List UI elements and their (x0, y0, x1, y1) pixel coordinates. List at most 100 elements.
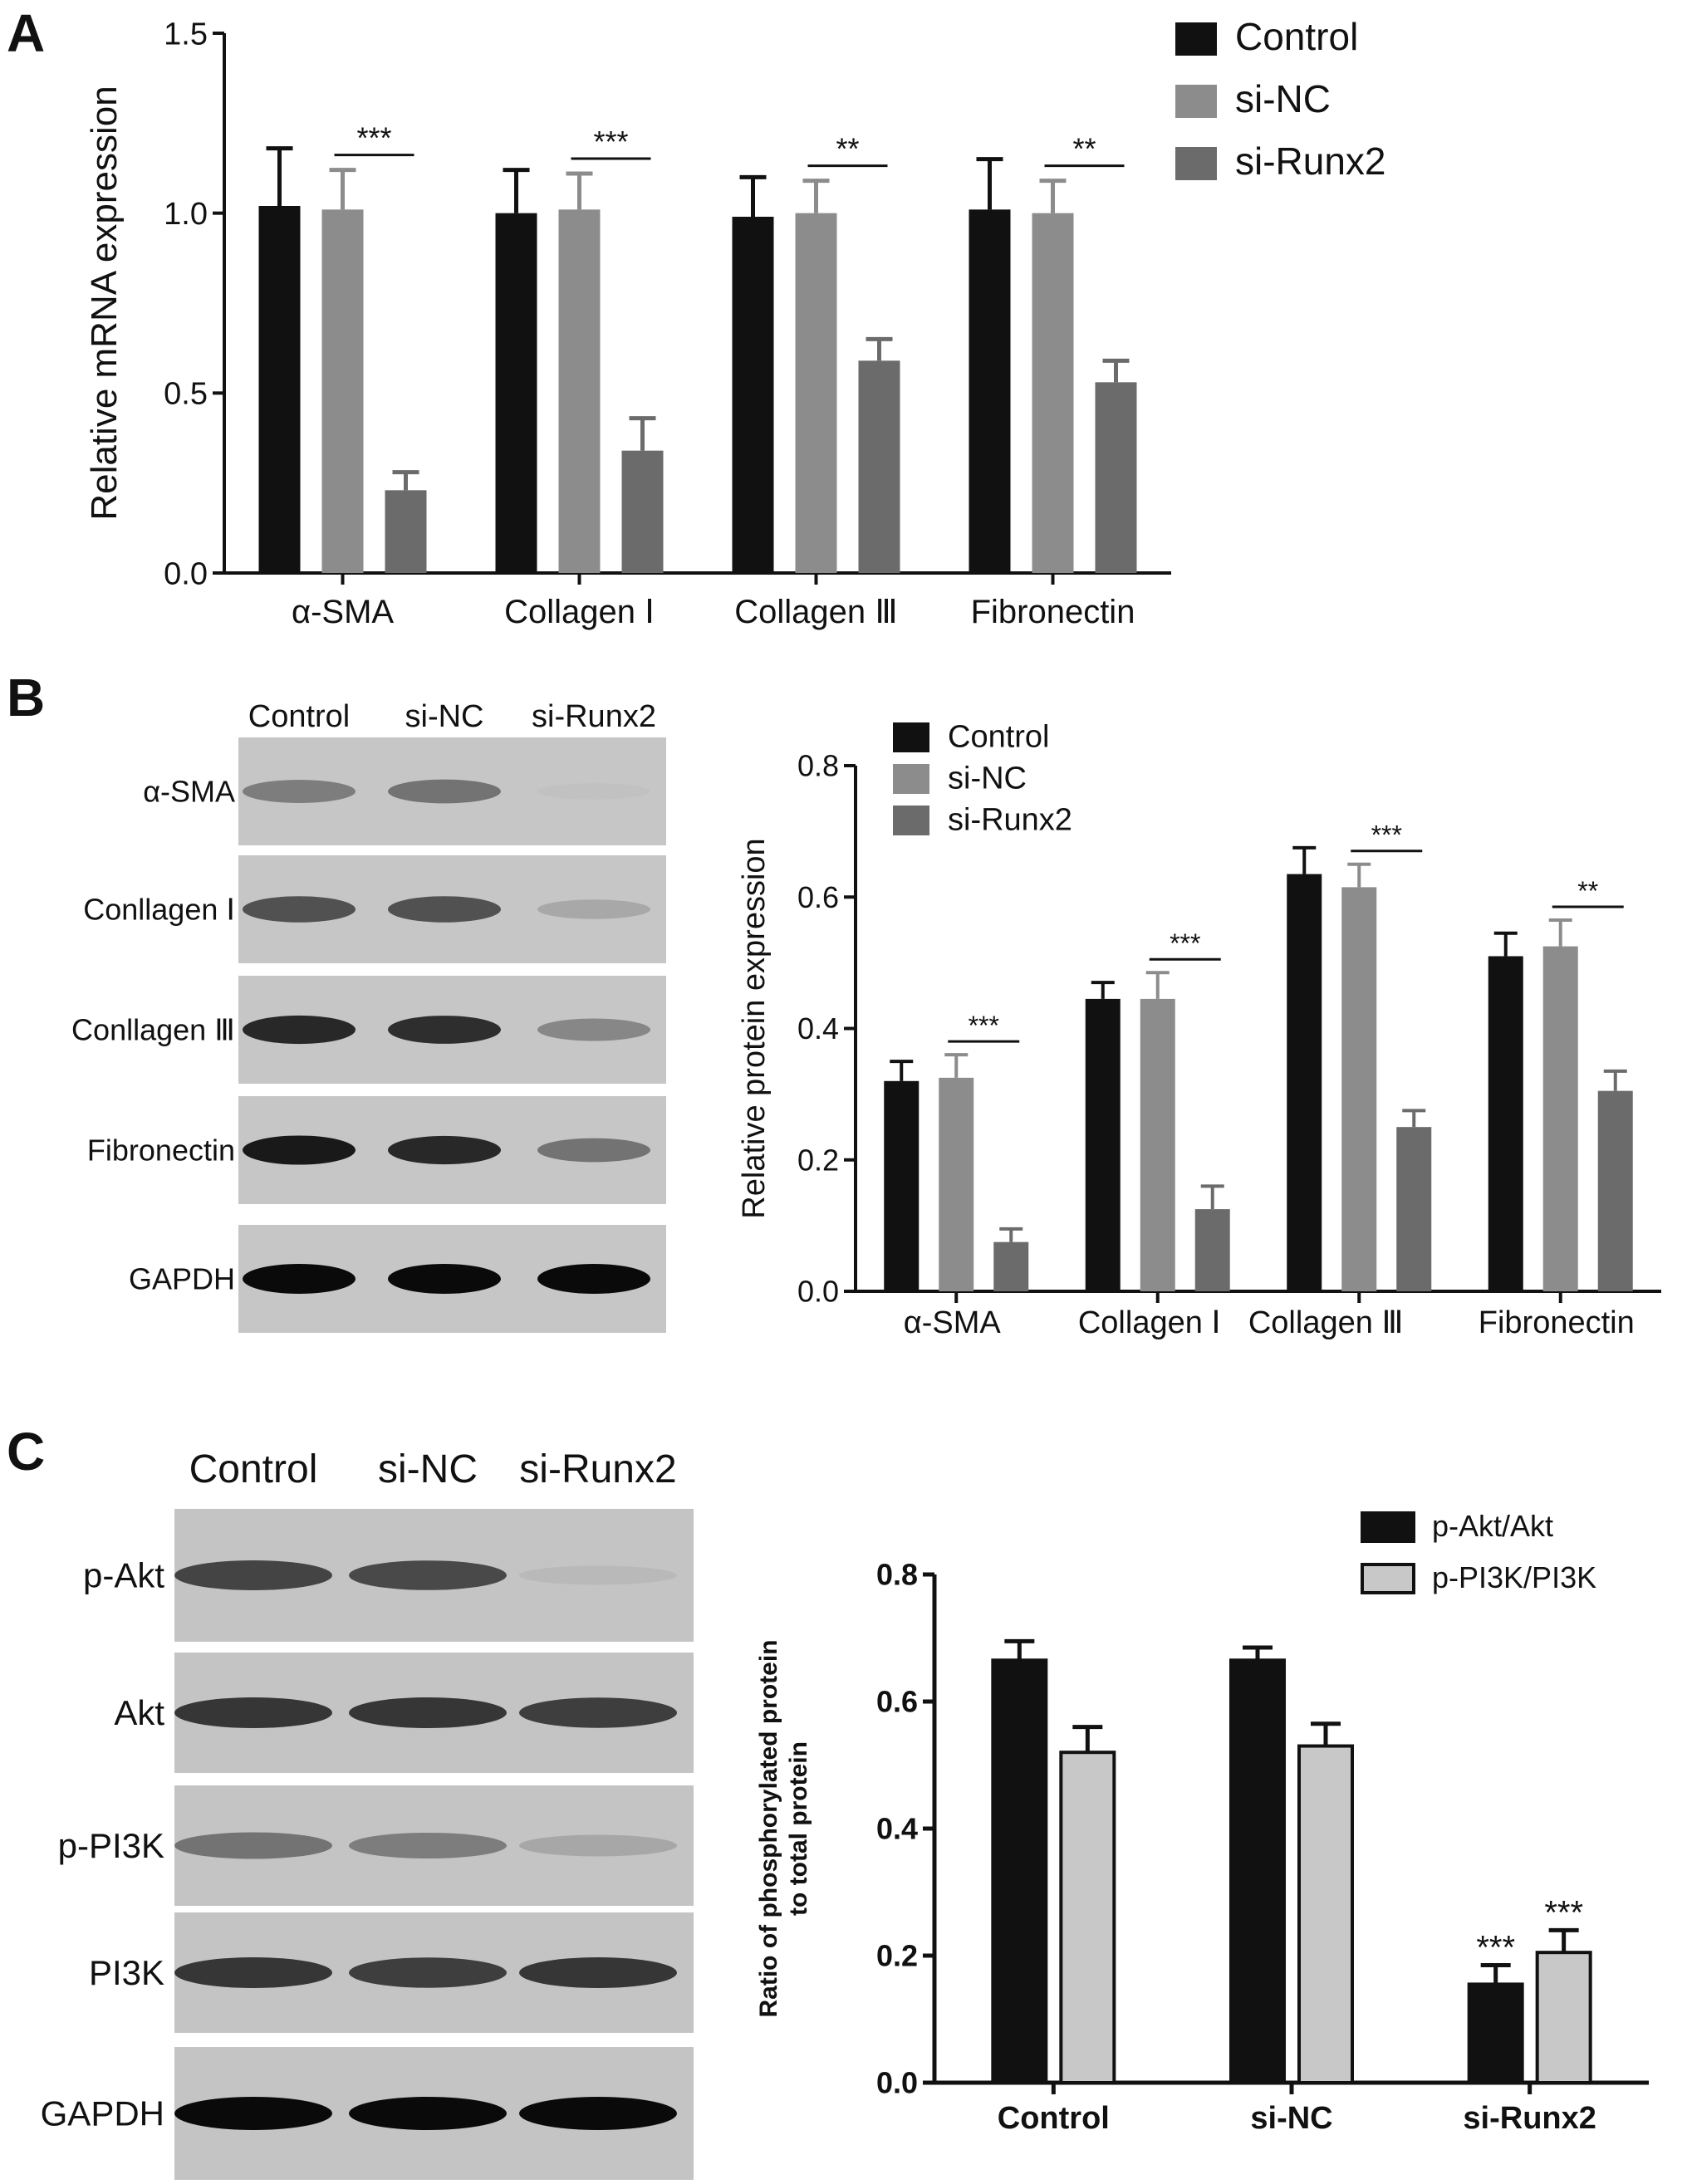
y-tick-label: 0.5 (164, 377, 208, 412)
blot-band (243, 1264, 356, 1294)
x-category-label: Control (998, 2101, 1110, 2136)
y-tick-label: 1.5 (164, 17, 208, 51)
y-tick-label: 0.4 (876, 1812, 918, 1846)
blot-band (349, 1697, 507, 1728)
blot-band (388, 1135, 501, 1165)
bar-0-1 (1085, 998, 1121, 1291)
y-tick-label: 0.2 (876, 1939, 918, 1973)
bar-1-1 (1297, 1744, 1354, 2085)
bar-1-2 (795, 213, 837, 573)
bar-0-2 (1467, 1982, 1524, 2085)
x-category-label: Fibronectin (1479, 1305, 1635, 1340)
bar-0-3 (1488, 956, 1523, 1291)
x-category-label: si-NC (1250, 2101, 1332, 2136)
lane-label: si-Runx2 (519, 1447, 676, 1491)
y-tick-label: 1.0 (164, 197, 208, 232)
y-axis-label: Relative protein expression (737, 838, 772, 1218)
significance-mark: *** (356, 121, 391, 155)
bar-0-0 (991, 1658, 1048, 2085)
blot-band (174, 2097, 332, 2130)
blot-band (519, 2097, 677, 2130)
bar-1-0 (939, 1077, 974, 1291)
significance-mark: *** (1544, 1894, 1583, 1931)
y-tick-label: 0.6 (876, 1685, 918, 1719)
blot-band (537, 783, 650, 800)
panel-label-c: C (7, 1422, 45, 1481)
x-category-label: α-SMA (904, 1305, 1002, 1340)
chart-a-mrna: 0.0 0.5 1.0 1.5 α-SMA *** Collagen Ⅰ *** Collage… (84, 15, 1386, 630)
blot-row-label: Fibronectin (87, 1134, 235, 1168)
blot-band (174, 1832, 332, 1859)
legend-swatch-1 (1361, 1563, 1415, 1594)
blot-band (174, 1560, 332, 1590)
blot-band (519, 1697, 677, 1728)
blot-band (537, 899, 650, 919)
blot-band (243, 1135, 356, 1165)
significance-mark: ** (1072, 132, 1096, 166)
blot-row-label: p-Akt (83, 1556, 164, 1595)
blot-band (349, 2097, 507, 2130)
bar-2-0 (385, 490, 427, 573)
legend-swatch-0 (1175, 22, 1217, 56)
y-tick-label: 0.0 (876, 2066, 918, 2100)
x-category-label: Collagen Ⅲ (734, 594, 898, 630)
y-axis-label-line2: to total protein (785, 1741, 812, 1916)
lane-label: Control (248, 699, 351, 734)
legend-swatch-1 (893, 764, 929, 794)
x-category-label: α-SMA (292, 594, 394, 630)
legend-label-2: si-Runx2 (1235, 140, 1386, 183)
blot-row-label: Conllagen Ⅰ (83, 893, 235, 927)
x-category-label: si-Runx2 (1463, 2101, 1596, 2136)
bar-2-3 (1597, 1090, 1633, 1291)
blot-band (388, 1016, 501, 1044)
blot-row-label: GAPDH (129, 1262, 235, 1296)
bar-1-1 (1140, 998, 1175, 1291)
blot-row-label: p-PI3K (58, 1826, 164, 1865)
bar-1-2 (1341, 887, 1377, 1291)
legend-swatch-0 (1361, 1511, 1415, 1543)
significance-mark: ** (1577, 876, 1598, 906)
y-tick-label: 0.8 (797, 749, 839, 783)
bar-2-3 (1095, 382, 1137, 573)
x-category-label: Collagen Ⅰ (1078, 1305, 1221, 1340)
y-tick-label: 0.2 (797, 1143, 839, 1177)
bar-0-1 (1229, 1658, 1286, 2085)
significance-mark: ** (836, 132, 859, 166)
blot-row-label: Akt (114, 1693, 164, 1732)
bar-1-0 (1059, 1751, 1116, 2084)
legend-label-1: si-NC (1235, 77, 1331, 120)
blot-band (243, 780, 356, 803)
blot-band (537, 1138, 650, 1163)
y-tick-label: 0.0 (797, 1275, 839, 1309)
bar-2-2 (1396, 1127, 1432, 1291)
bar-1-1 (558, 209, 601, 574)
legend-label-0: p-Akt/Akt (1432, 1509, 1553, 1543)
legend-label-0: Control (1235, 15, 1358, 58)
bar-2-1 (621, 450, 664, 573)
significance-mark: *** (1371, 820, 1402, 850)
panel-label-b: B (7, 668, 45, 727)
significance-mark: *** (969, 1011, 999, 1041)
y-axis-label: Relative mRNA expression (84, 86, 125, 520)
bar-1-2 (1535, 1951, 1592, 2085)
bar-2-0 (993, 1241, 1029, 1291)
legend-label-0: Control (948, 720, 1050, 755)
legend-swatch-1 (1175, 85, 1217, 118)
blot-band (519, 1834, 677, 1857)
panel-label-a: A (7, 3, 45, 63)
y-axis-label-line1: Ratio of phosphorylated protein (755, 1640, 782, 2018)
blot-band (388, 779, 501, 804)
legend-swatch-2 (893, 806, 929, 835)
x-category-label: Collagen Ⅲ (1248, 1305, 1404, 1340)
legend-swatch-0 (893, 722, 929, 752)
bar-0-0 (884, 1080, 920, 1291)
blot-row-label: PI3K (89, 1953, 164, 1992)
blot-band (174, 1957, 332, 1988)
lane-label: si-NC (405, 699, 484, 734)
blot-band (349, 1957, 507, 1988)
y-tick-label: 0.6 (797, 880, 839, 914)
blot-band (349, 1560, 507, 1590)
bar-0-2 (1287, 874, 1322, 1291)
blot-row-label: Conllagen Ⅲ (71, 1013, 235, 1047)
